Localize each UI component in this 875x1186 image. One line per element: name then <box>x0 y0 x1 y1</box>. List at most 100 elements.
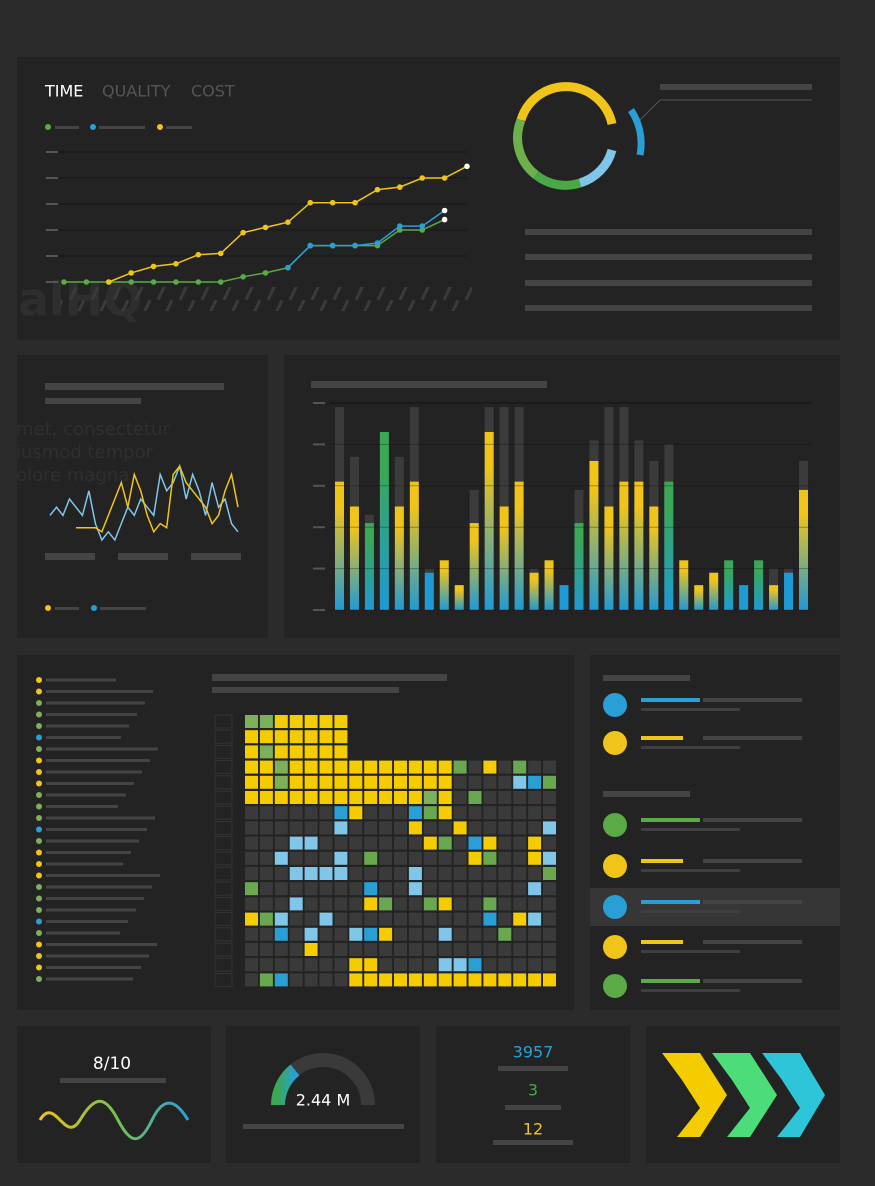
heat-cell <box>289 730 303 744</box>
heat-cell <box>423 760 437 774</box>
heat-cell <box>364 851 378 865</box>
heat-cell <box>438 760 452 774</box>
heat-cell <box>513 943 527 956</box>
heat-cell <box>349 867 363 880</box>
bar-sub <box>641 828 740 831</box>
bar <box>769 585 779 610</box>
heat-cell <box>498 836 512 850</box>
heat-cell <box>438 958 452 972</box>
heat-cell <box>543 851 556 865</box>
heat-cell <box>528 791 542 804</box>
heat-cell <box>349 943 363 956</box>
point <box>128 270 134 276</box>
heat-cell <box>483 836 497 850</box>
bar <box>349 506 359 610</box>
bar <box>529 572 539 610</box>
heat-cell <box>245 958 258 972</box>
list-line <box>46 690 153 693</box>
heat-cell <box>259 912 273 926</box>
bar-sub <box>641 910 740 913</box>
heat-cell <box>483 882 497 896</box>
list-dot <box>36 734 42 741</box>
placeholders <box>45 84 812 1145</box>
point <box>173 279 179 285</box>
point <box>419 175 426 181</box>
list-line <box>46 862 123 866</box>
list-dot <box>36 757 42 764</box>
heat-cell <box>274 882 288 896</box>
heat-cell <box>274 806 288 820</box>
list-line <box>46 678 116 682</box>
heat-cell <box>453 943 467 956</box>
heat-cell <box>289 806 303 820</box>
heat-cell <box>364 927 378 941</box>
tab[interactable]: COST <box>191 82 235 101</box>
heat-cell <box>394 943 407 956</box>
heat-cell <box>349 927 363 941</box>
heat-cell <box>319 760 333 774</box>
bar-gray <box>703 940 802 944</box>
point <box>307 199 314 206</box>
heat-cell <box>408 760 422 774</box>
heat-cell <box>319 897 333 911</box>
heat-cell <box>334 745 348 759</box>
heat-cell <box>453 791 467 804</box>
heat-cell <box>498 851 512 865</box>
heat-cell <box>408 943 422 956</box>
heat-cell <box>423 927 437 941</box>
heat-label-cell <box>214 714 233 729</box>
heat-cell <box>245 867 258 880</box>
heat-cell <box>274 943 288 956</box>
heat-cell <box>304 715 318 728</box>
heat-cell <box>423 958 437 972</box>
heat-cell <box>259 745 273 759</box>
list-dot <box>36 711 42 718</box>
heat-cell <box>483 775 497 789</box>
heat-cell <box>259 958 273 972</box>
heat-label-cell <box>214 744 233 759</box>
list-dot <box>36 792 42 798</box>
heat-cell <box>498 806 512 820</box>
heat-label-cell <box>214 790 233 805</box>
point <box>397 184 403 190</box>
heat-cell <box>438 867 452 880</box>
tab[interactable]: QUALITY <box>102 82 171 101</box>
point <box>285 264 291 271</box>
heat-cell <box>513 760 527 774</box>
heat-cell <box>319 791 333 804</box>
heat-cell <box>408 836 422 850</box>
heat-cell <box>364 836 378 850</box>
heat-cell <box>513 958 527 972</box>
heat-cell <box>528 897 542 911</box>
heat-cell <box>379 943 393 956</box>
heat-cell <box>453 958 467 972</box>
list-dot <box>36 953 42 959</box>
heat-label-cell <box>214 972 233 987</box>
heat-cell <box>543 867 556 880</box>
heat-cell <box>379 791 393 804</box>
bar-gray <box>703 736 802 740</box>
tab[interactable]: TIME <box>44 82 83 101</box>
heat-cell <box>379 897 393 911</box>
point <box>464 163 470 170</box>
bar <box>634 481 644 610</box>
point <box>105 279 112 285</box>
point <box>240 274 246 280</box>
heat-cell <box>513 821 527 835</box>
heat-cell <box>259 821 273 835</box>
heat-cell <box>289 821 303 835</box>
heat-cell <box>245 730 258 744</box>
heat-cell <box>498 912 512 926</box>
point <box>285 219 291 225</box>
heat-cell <box>543 791 556 804</box>
bar <box>424 572 434 610</box>
heat-cell <box>423 821 437 835</box>
heat-label-cell <box>214 957 233 972</box>
bar-accent <box>641 859 683 863</box>
point <box>128 279 134 285</box>
bar <box>619 481 629 610</box>
heat-cell <box>394 760 407 774</box>
point <box>150 263 157 270</box>
heat-cell <box>423 851 437 865</box>
list-dot <box>36 872 42 879</box>
